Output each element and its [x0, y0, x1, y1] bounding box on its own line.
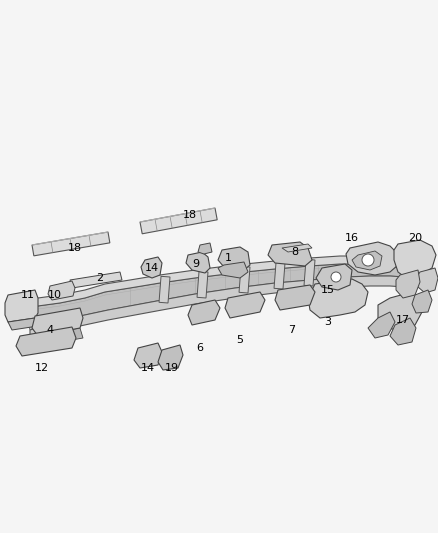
- Polygon shape: [188, 300, 220, 325]
- Text: 19: 19: [165, 363, 179, 373]
- Circle shape: [362, 254, 374, 266]
- Text: 14: 14: [145, 263, 159, 273]
- Polygon shape: [308, 279, 368, 318]
- Polygon shape: [304, 260, 315, 286]
- Polygon shape: [25, 255, 405, 313]
- Polygon shape: [352, 251, 382, 270]
- Text: 8: 8: [291, 247, 299, 257]
- Text: 17: 17: [396, 315, 410, 325]
- Polygon shape: [197, 271, 208, 298]
- Circle shape: [331, 272, 341, 282]
- Polygon shape: [186, 252, 210, 273]
- Polygon shape: [378, 292, 422, 330]
- Polygon shape: [70, 272, 122, 288]
- Polygon shape: [8, 318, 38, 330]
- Text: 1: 1: [225, 253, 232, 263]
- Polygon shape: [368, 312, 395, 338]
- Polygon shape: [159, 276, 170, 303]
- Polygon shape: [35, 328, 83, 346]
- Polygon shape: [32, 308, 83, 336]
- Polygon shape: [16, 327, 76, 356]
- Polygon shape: [416, 268, 438, 293]
- Polygon shape: [25, 263, 405, 330]
- Polygon shape: [275, 285, 315, 310]
- Polygon shape: [5, 290, 38, 322]
- Polygon shape: [141, 257, 162, 278]
- Polygon shape: [274, 262, 285, 289]
- Polygon shape: [346, 242, 398, 275]
- Text: 6: 6: [197, 343, 204, 353]
- Polygon shape: [239, 266, 250, 293]
- Polygon shape: [218, 262, 248, 278]
- Polygon shape: [48, 281, 75, 300]
- Text: 4: 4: [46, 325, 53, 335]
- Polygon shape: [218, 247, 250, 270]
- Text: 18: 18: [183, 210, 197, 220]
- Polygon shape: [394, 240, 436, 278]
- Text: 9: 9: [192, 259, 200, 269]
- Text: 11: 11: [21, 290, 35, 300]
- Text: 15: 15: [321, 285, 335, 295]
- Polygon shape: [390, 318, 416, 345]
- Polygon shape: [32, 232, 110, 256]
- Text: 7: 7: [289, 325, 296, 335]
- Text: 14: 14: [141, 363, 155, 373]
- Polygon shape: [396, 270, 420, 298]
- Polygon shape: [412, 290, 432, 313]
- Polygon shape: [158, 345, 183, 370]
- Polygon shape: [140, 208, 217, 234]
- Polygon shape: [268, 242, 312, 266]
- Polygon shape: [282, 244, 312, 252]
- Text: 16: 16: [345, 233, 359, 243]
- Polygon shape: [225, 292, 265, 318]
- Text: 20: 20: [408, 233, 422, 243]
- Polygon shape: [134, 343, 162, 368]
- Polygon shape: [30, 276, 405, 340]
- Polygon shape: [198, 243, 212, 254]
- Text: 12: 12: [35, 363, 49, 373]
- Text: 2: 2: [96, 273, 103, 283]
- Text: 5: 5: [237, 335, 244, 345]
- Text: 18: 18: [68, 243, 82, 253]
- Text: 10: 10: [48, 290, 62, 300]
- Polygon shape: [316, 264, 352, 290]
- Text: 3: 3: [325, 317, 332, 327]
